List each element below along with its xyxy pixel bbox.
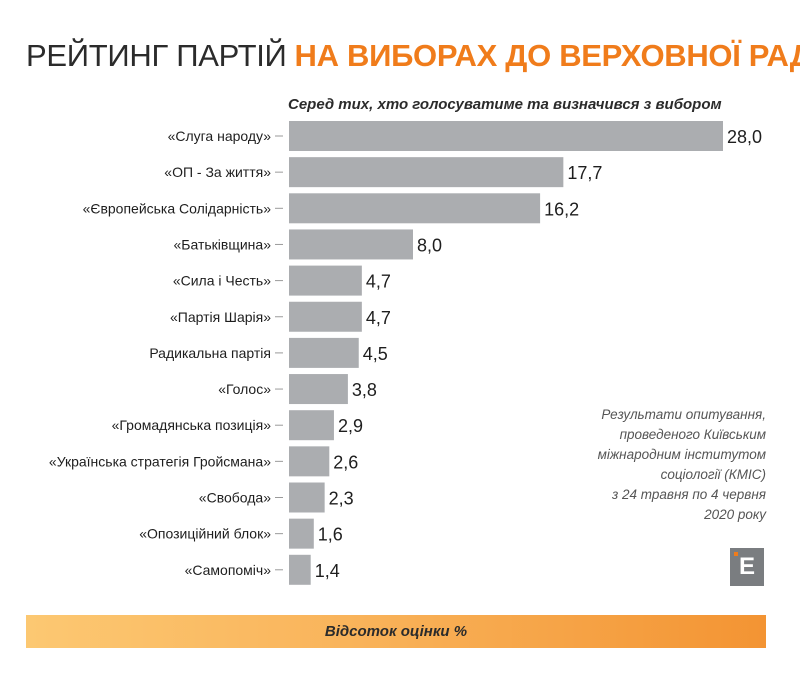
note-line: міжнародним інститутом [597,447,766,462]
value-label: 2,9 [338,416,363,436]
title-part-1: РЕЙТИНГ ПАРТІЙ [26,38,287,73]
bar [289,193,541,224]
note-line: соціології (КМІС) [660,467,766,482]
value-label: 4,7 [366,272,391,292]
value-label: 8,0 [417,235,442,255]
bar [289,410,334,441]
note-line: проведеного Київським [619,427,766,442]
value-label: 17,7 [567,163,602,183]
note-line: з 24 травня по 4 червня [612,487,766,502]
category-label: Радикальна партія [149,345,271,361]
bar [289,482,325,513]
x-axis-label: Відсоток оцінки % [324,623,468,640]
category-label: «Сила і Честь» [173,273,271,289]
category-label: «Слуга народу» [168,128,272,144]
bar [289,121,723,151]
bar [289,337,359,368]
bar [289,518,314,549]
category-label: «Самопоміч» [185,562,272,578]
x-axis-label-banner: Відсоток оцінки % [26,615,766,648]
note-line: Результати опитування, [601,407,766,422]
value-label: 3,8 [352,380,377,400]
value-label: 2,3 [329,489,354,509]
category-label: «Громадянська позиція» [112,417,272,433]
category-label: «ОП - За життя» [164,164,271,180]
bar [289,301,362,332]
value-label: 28,0 [727,127,762,147]
category-label: «Партія Шарія» [170,309,271,325]
category-label: «Батьківщина» [174,236,272,252]
value-label: 1,4 [315,561,340,581]
category-label: «Українська стратегія Гройсмана» [49,453,271,469]
value-label: 4,7 [366,308,391,328]
value-label: 16,2 [544,199,579,219]
value-label: 2,6 [333,452,358,472]
value-label: 1,6 [318,525,343,545]
category-label: «Свобода» [199,490,271,506]
chart-title: РЕЙТИНГ ПАРТІЙ НА ВИБОРАХ ДО ВЕРХОВНОЇ РА… [26,36,800,76]
logo-accent-dot [734,552,738,556]
value-label: 4,5 [363,344,388,364]
bar [289,265,362,296]
chart-subtitle: Серед тих, хто голосуватиме та визначивс… [288,96,722,113]
category-label: «Опозиційний блок» [139,526,271,542]
bar [289,446,330,477]
title-part-2: НА ВИБОРАХ ДО ВЕРХОВНОЇ РАДИ [294,38,800,73]
survey-note: Результати опитування, проведеного Київс… [540,405,766,525]
category-label: «Голос» [218,381,271,397]
bar [289,157,564,188]
publisher-logo: Е [730,548,764,586]
category-label: «Європейська Солідарність» [83,200,272,216]
logo-letter: Е [738,553,755,580]
bar [289,554,311,585]
bar [289,229,413,260]
note-line: 2020 року [704,507,766,522]
bar [289,374,348,405]
